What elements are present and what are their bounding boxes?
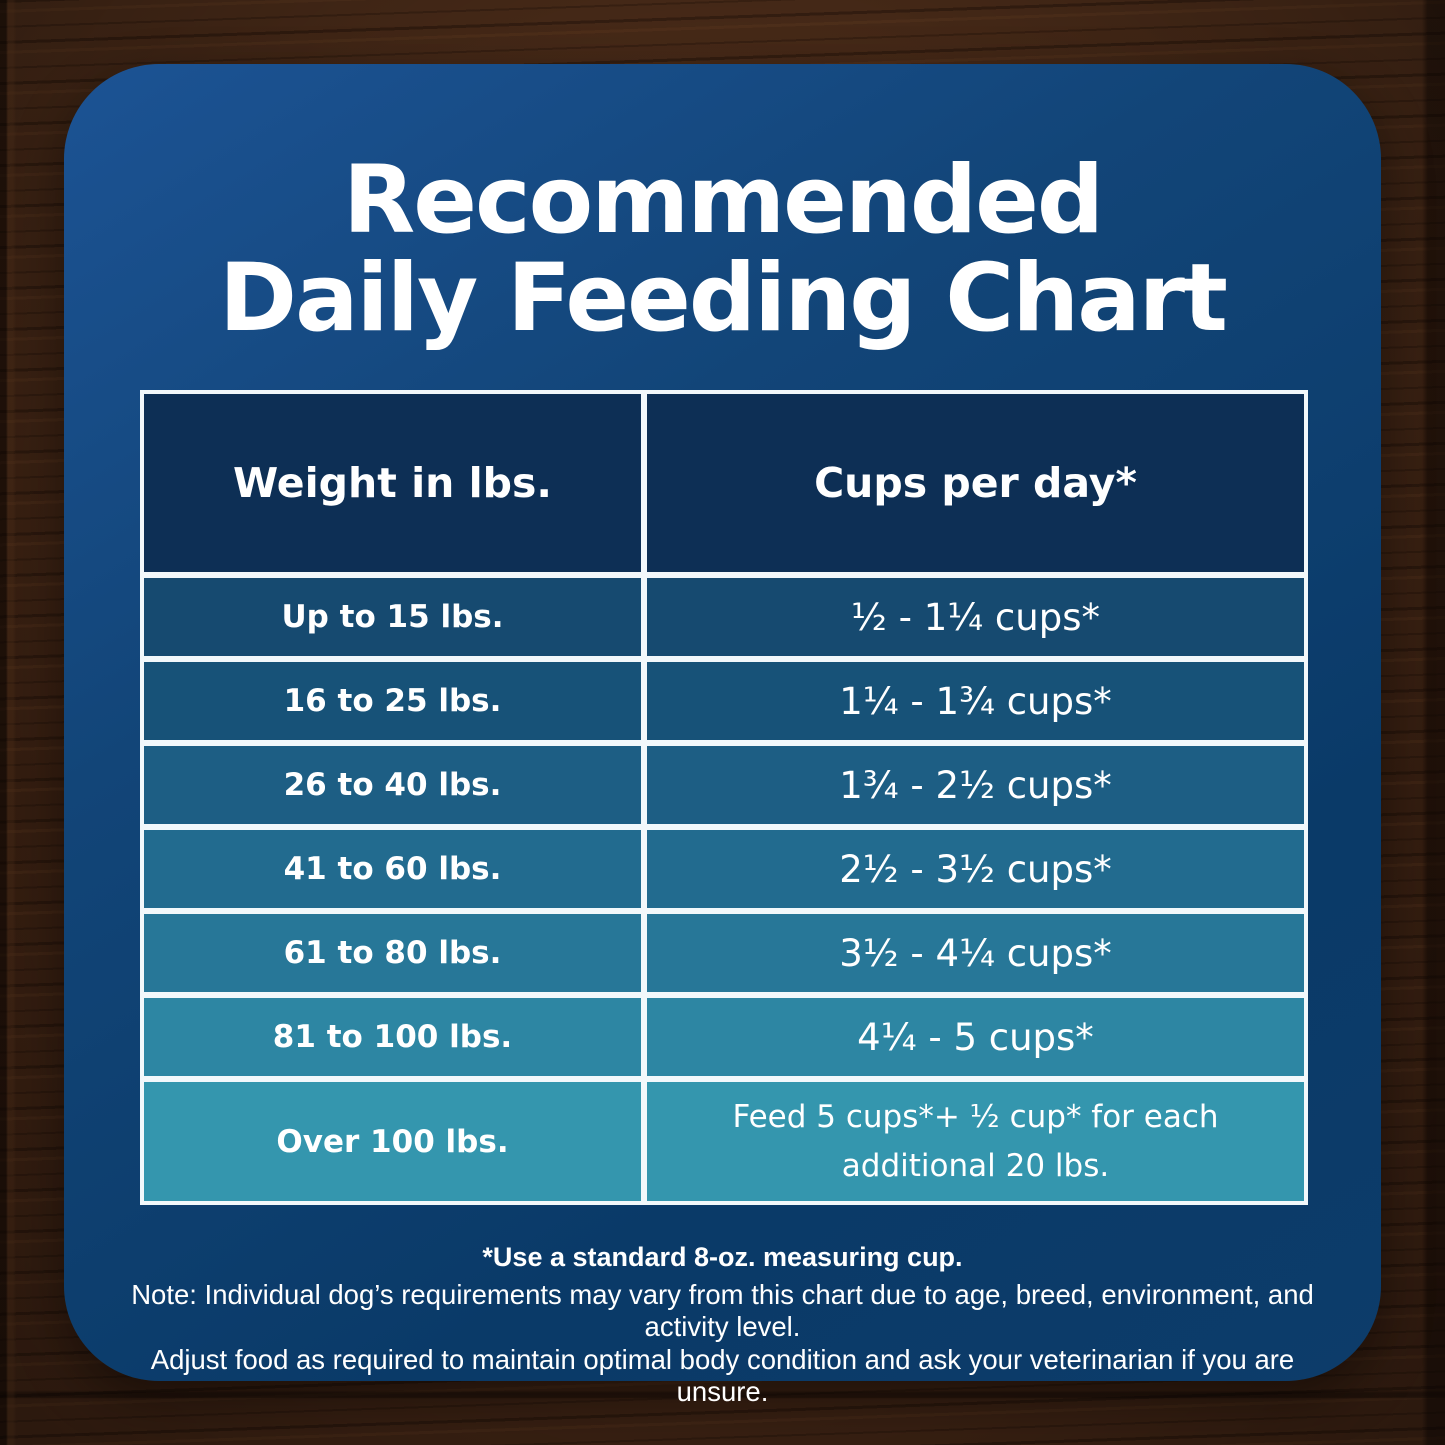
measuring-cup-note: *Use a standard 8-oz. measuring cup. [482,1242,963,1272]
cups-cell: 1¼ - 1¾ cups* [647,662,1304,740]
title-line-2: Daily Feeding Chart [219,243,1228,353]
title-line-1: Recommended [342,146,1104,255]
weight-cell: 26 to 40 lbs. [144,746,641,824]
weight-cell: Up to 15 lbs. [144,578,641,656]
column-header-weight: Weight in lbs. [144,394,641,572]
feeding-chart-card: Recommended Daily Feeding Chart Weight i… [64,64,1381,1407]
cups-cell: ½ - 1¼ cups* [647,578,1304,656]
cups-cell: 1¾ - 2½ cups* [647,746,1304,824]
variance-note: Note: Individual dog’s requirements may … [131,1279,1314,1343]
column-header-cups: Cups per day* [647,394,1304,572]
weight-cell: 16 to 25 lbs. [144,662,641,740]
weight-cell: 81 to 100 lbs. [144,998,641,1076]
feeding-table: Weight in lbs. Cups per day* Up to 15 lb… [140,390,1308,1205]
weight-cell: 41 to 60 lbs. [144,830,641,908]
cups-cell: 3½ - 4¼ cups* [647,914,1304,992]
page-title: Recommended Daily Feeding Chart [64,152,1381,348]
cups-cell: 2½ - 3½ cups* [647,830,1304,908]
cups-cell: 4¼ - 5 cups* [647,998,1304,1076]
footnotes: *Use a standard 8-oz. measuring cup. Not… [104,1242,1341,1409]
weight-cell: Over 100 lbs. [144,1082,641,1201]
adjust-note: Adjust food as required to maintain opti… [150,1343,1295,1408]
weight-cell: 61 to 80 lbs. [144,914,641,992]
cups-cell: Feed 5 cups*+ ½ cup* for each additional… [647,1082,1304,1201]
